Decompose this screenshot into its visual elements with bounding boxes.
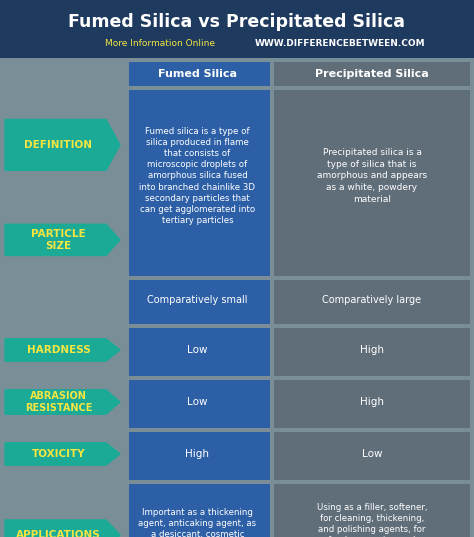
Polygon shape [5, 520, 120, 537]
Text: Comparatively large: Comparatively large [322, 295, 421, 305]
Polygon shape [5, 119, 120, 170]
Text: PARTICLE
SIZE: PARTICLE SIZE [31, 229, 86, 251]
Bar [274, 432, 470, 480]
Polygon shape [5, 339, 120, 361]
Bar [129, 62, 270, 86]
Text: Fumed Silica: Fumed Silica [158, 69, 237, 79]
Text: Fumed Silica vs Precipitated Silica: Fumed Silica vs Precipitated Silica [69, 13, 405, 31]
Bar [129, 280, 270, 324]
Bar [0, 0, 474, 58]
Text: ABRASION
RESISTANCE: ABRASION RESISTANCE [25, 391, 92, 413]
Bar [274, 380, 470, 428]
Text: High: High [185, 449, 210, 459]
Text: High: High [360, 397, 384, 407]
Bar [274, 328, 470, 376]
Text: Low: Low [187, 345, 208, 355]
Bar [274, 62, 470, 86]
Text: Precipitated Silica: Precipitated Silica [315, 69, 429, 79]
Text: TOXICITY: TOXICITY [32, 449, 85, 459]
Bar [129, 380, 270, 428]
Text: Fumed silica is a type of
silica produced in flame
that consists of
microscopic : Fumed silica is a type of silica produce… [139, 127, 255, 225]
Text: WWW.DIFFERENCEBETWEEN.COM: WWW.DIFFERENCEBETWEEN.COM [255, 40, 425, 48]
Text: HARDNESS: HARDNESS [27, 345, 91, 355]
Text: APPLICATIONS: APPLICATIONS [16, 530, 101, 537]
Text: Precipitated silica is a
type of silica that is
amorphous and appears
as a white: Precipitated silica is a type of silica … [317, 148, 427, 204]
Bar [274, 280, 470, 324]
Bar [129, 432, 270, 480]
Polygon shape [5, 224, 120, 256]
Text: DEFINITION: DEFINITION [25, 140, 92, 150]
Bar [274, 484, 470, 537]
Text: Low: Low [362, 449, 382, 459]
Polygon shape [5, 390, 120, 414]
Text: More Information Online: More Information Online [105, 40, 215, 48]
Text: Comparatively small: Comparatively small [147, 295, 248, 305]
Polygon shape [5, 443, 120, 465]
Text: Using as a filler, softener,
for cleaning, thickening,
and polishing agents, for: Using as a filler, softener, for cleanin… [317, 503, 427, 537]
Text: Important as a thickening
agent, anticaking agent, as
a desiccant, cosmetic
prod: Important as a thickening agent, anticak… [138, 509, 257, 537]
Text: Low: Low [187, 397, 208, 407]
Bar [129, 328, 270, 376]
Text: High: High [360, 345, 384, 355]
Bar [129, 484, 270, 537]
Bar [274, 90, 470, 276]
Bar [129, 90, 270, 276]
